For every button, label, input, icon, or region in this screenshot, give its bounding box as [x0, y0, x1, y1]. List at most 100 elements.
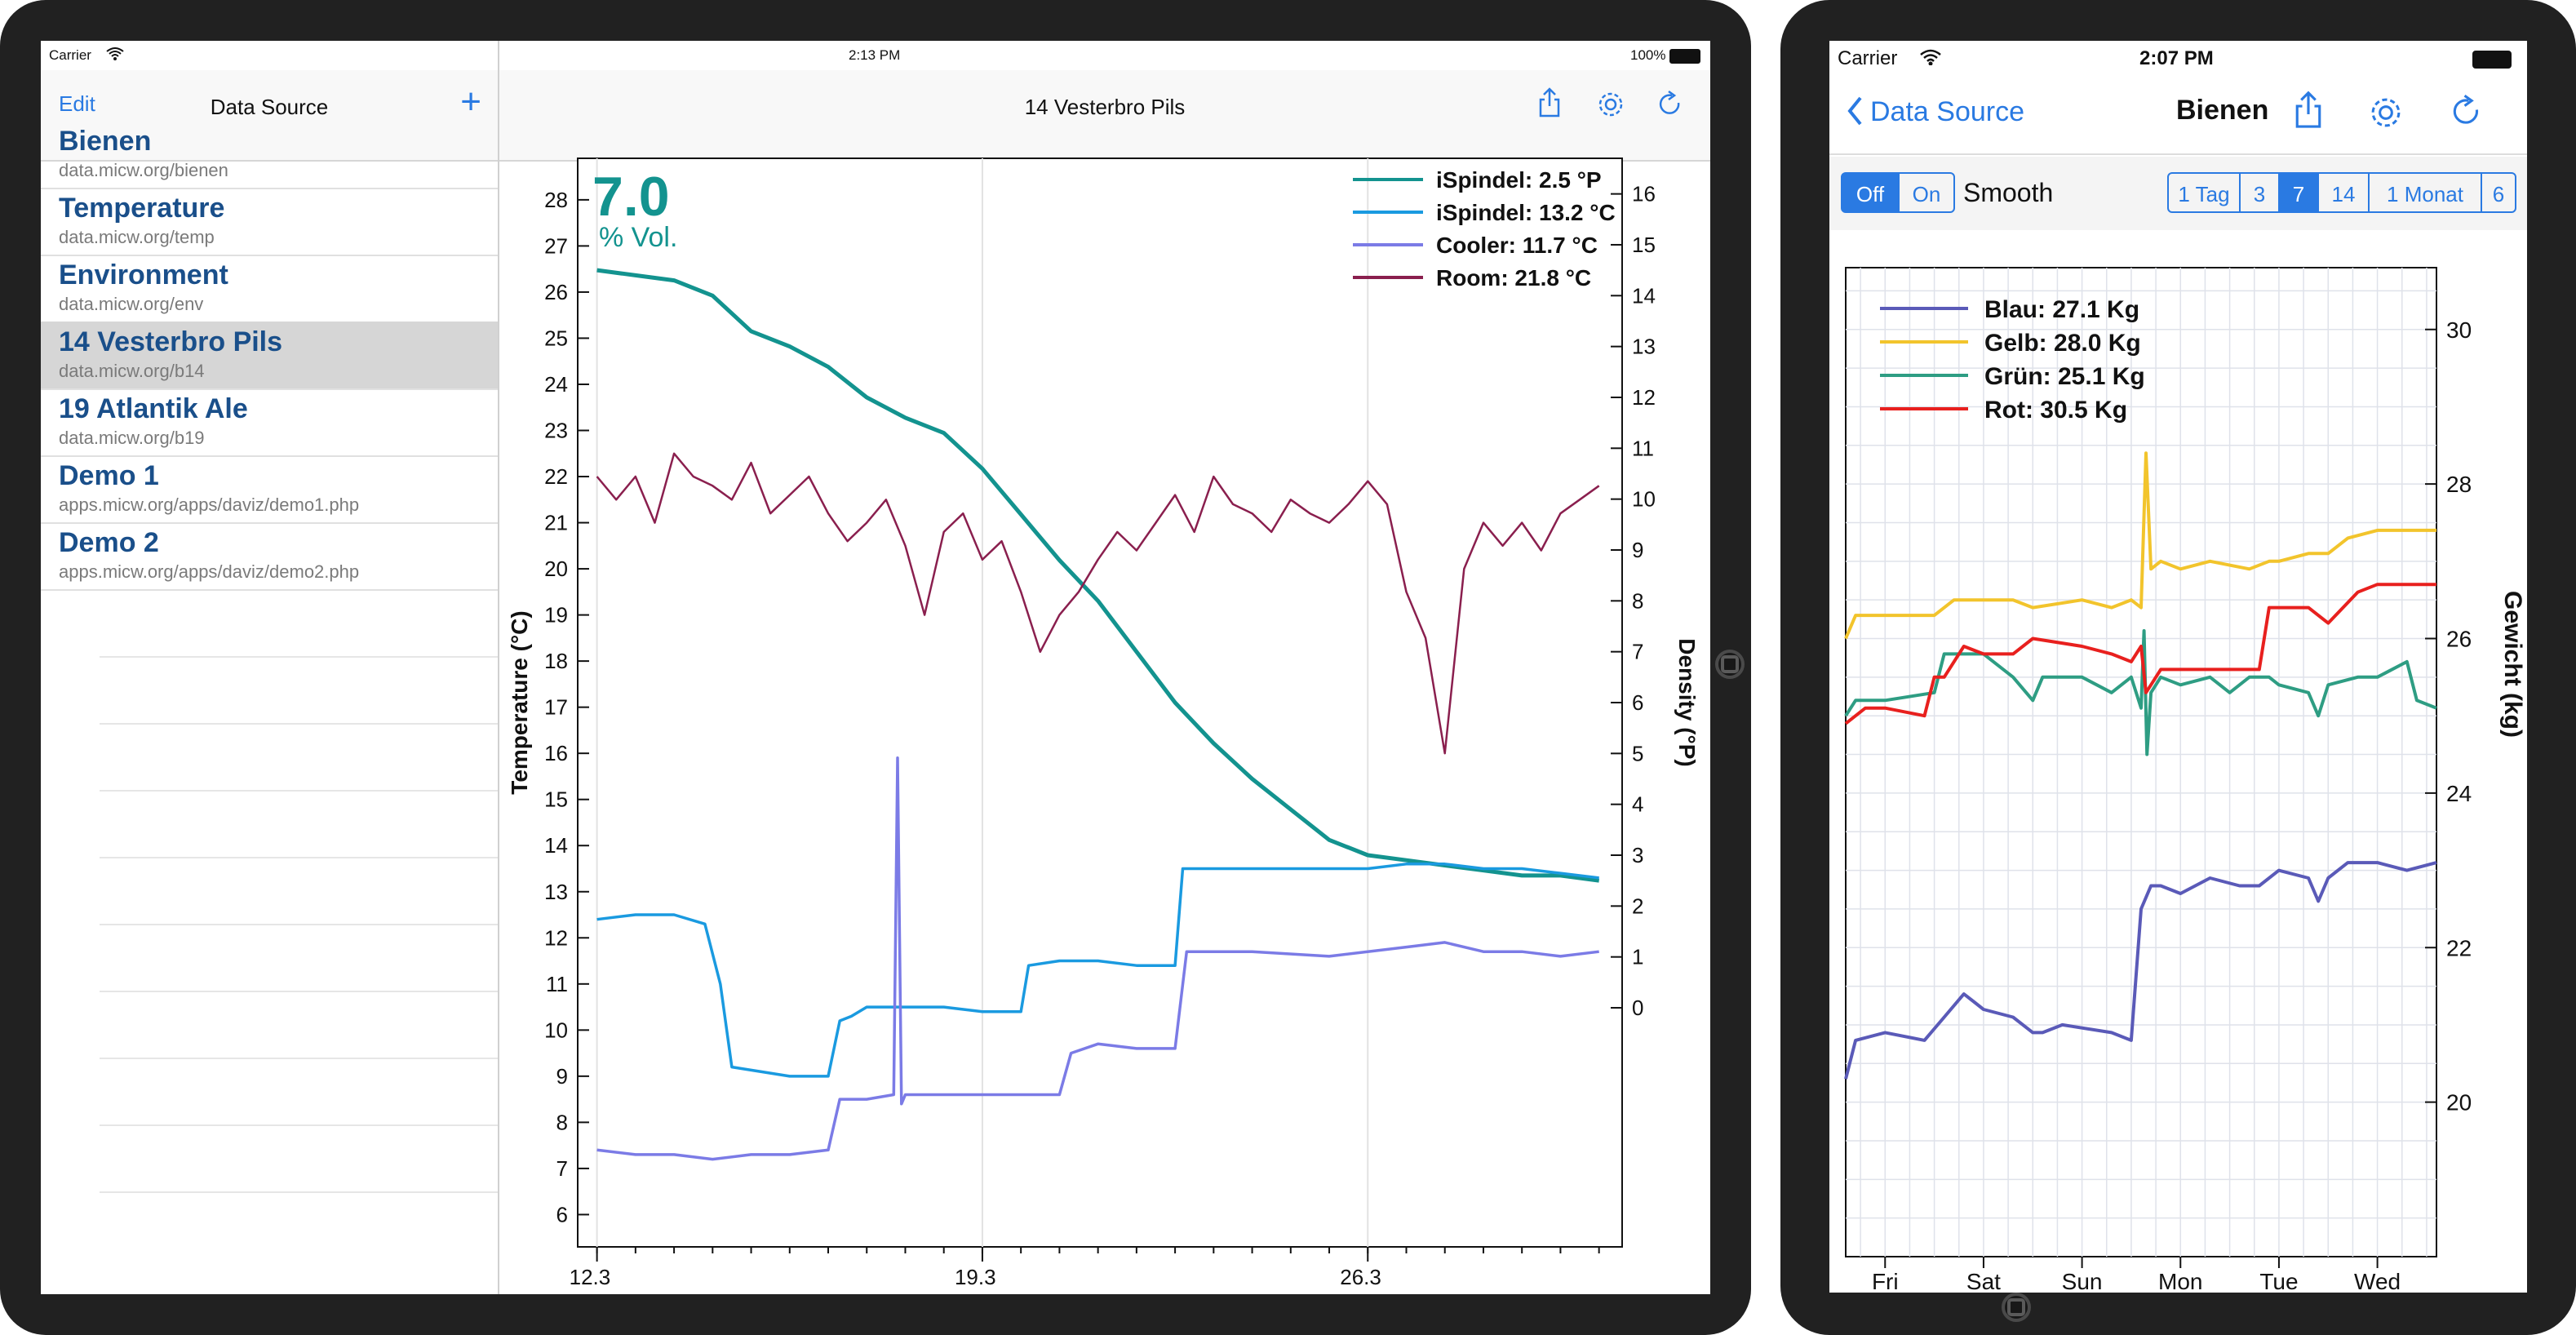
y-left-tick-label: 9	[556, 1064, 568, 1089]
list-item[interactable]: Environment data.micw.org/env	[41, 255, 498, 323]
edit-button[interactable]: Edit	[59, 91, 95, 116]
y-left-tick-label: 12	[544, 925, 568, 950]
detail-title: 14 Vesterbro Pils	[1024, 95, 1186, 119]
y-left-tick-label: 17	[544, 695, 568, 720]
share-icon[interactable]	[1537, 86, 1562, 119]
y-right-tick-label: 8	[1632, 588, 1643, 613]
smooth-on-button[interactable]: On	[1898, 172, 1955, 213]
y-right-tick-label: 3	[1632, 843, 1643, 867]
iphone-screen: Carrier 2:07 PM Data Source Bienen Off O…	[1829, 41, 2527, 1293]
battery-icon	[2472, 51, 2512, 69]
range-1-monat[interactable]: 1 Monat	[2368, 172, 2482, 213]
iphone-device: Carrier 2:07 PM Data Source Bienen Off O…	[1780, 0, 2576, 1335]
iphone-home-button[interactable]	[2002, 1293, 2031, 1322]
x-tick-label: Sat	[1966, 1269, 2001, 1293]
list-item-subtitle: data.micw.org/temp	[59, 227, 215, 247]
y-tick-label: 24	[2446, 781, 2472, 806]
ipad-home-button[interactable]	[1715, 650, 1745, 679]
list-separator	[100, 1191, 498, 1193]
legend-label: iSpindel: 2.5 °P	[1436, 167, 1602, 193]
list-item[interactable]: 19 Atlantik Ale data.micw.org/b19	[41, 388, 498, 457]
y-axis-label: Gewicht (kg)	[2499, 591, 2526, 738]
list-item-selected[interactable]: 14 Vesterbro Pils data.micw.org/b14	[41, 322, 498, 390]
list-item[interactable]: Demo 2 apps.micw.org/apps/daviz/demo2.ph…	[41, 522, 498, 591]
y-left-tick-label: 22	[544, 464, 568, 489]
y-tick-label: 30	[2446, 317, 2472, 343]
y-right-tick-label: 16	[1632, 182, 1656, 206]
y-right-tick-label: 12	[1632, 385, 1656, 410]
y-right-tick-label: 10	[1632, 487, 1656, 512]
plot-frame	[1845, 267, 2437, 1257]
y-left-tick-label: 20	[544, 557, 568, 581]
smooth-off-button[interactable]: Off	[1841, 172, 1900, 213]
y-left-tick-label: 7	[556, 1156, 568, 1181]
ipad-device: Carrier 2:13 PM 100% Edit Data Source + …	[0, 0, 1751, 1335]
controls-bar: Off On Smooth 1 Tag 3 7 14 1 Monat 6	[1829, 157, 2527, 230]
data-source-list: Bienen data.micw.org/bienen Temperature …	[41, 121, 498, 1294]
series-line-3	[596, 756, 1599, 1161]
list-item-title: 14 Vesterbro Pils	[59, 326, 283, 357]
y-right-tick-label: 2	[1632, 894, 1643, 918]
range-14[interactable]: 14	[2317, 172, 2370, 213]
y-left-tick-label: 10	[544, 1018, 568, 1042]
legend-label: Cooler: 11.7 °C	[1436, 233, 1598, 258]
share-icon[interactable]	[2293, 90, 2324, 131]
y-right-tick-label: 7	[1632, 640, 1643, 664]
legend-label: Rot: 30.5 Kg	[1984, 397, 2127, 424]
back-button[interactable]: Data Source	[1870, 96, 2024, 127]
y-tick-label: 26	[2446, 627, 2472, 652]
carrier-label: Carrier	[1838, 47, 1898, 69]
master-navbar: Edit Data Source +	[41, 70, 498, 162]
iphone-navbar: Data Source Bienen	[1829, 75, 2527, 155]
y-left-tick-label: 19	[544, 603, 568, 628]
x-tick-label: 00:00	[565, 1293, 618, 1294]
y-right-tick-label: 5	[1632, 741, 1643, 765]
x-tick-label: 19.3	[955, 1265, 996, 1289]
gear-icon[interactable]	[1596, 90, 1625, 119]
y-tick-label: 28	[2446, 472, 2472, 497]
series-line-4	[1844, 583, 2436, 725]
y-left-tick-label: 25	[544, 326, 568, 350]
range-1-tag[interactable]: 1 Tag	[2167, 172, 2241, 213]
gear-icon[interactable]	[2368, 95, 2404, 131]
range-6[interactable]: 6	[2481, 172, 2516, 213]
range-3[interactable]: 3	[2239, 172, 2280, 213]
abv-value: 7.0	[592, 166, 670, 228]
y-left-axis-label: Temperature (°C)	[507, 610, 532, 794]
wifi-icon	[1920, 49, 1941, 65]
y-right-tick-label: 11	[1632, 436, 1654, 460]
clock-label: 2:13 PM	[849, 47, 901, 63]
weight-chart: 202224262830Fri13.4Sat14.4Sun15.4Mon16.4…	[1844, 267, 2526, 1293]
list-item-subtitle: apps.micw.org/apps/daviz/demo2.php	[59, 561, 360, 582]
detail-navbar: 14 Vesterbro Pils	[499, 70, 1710, 162]
list-separator	[100, 991, 498, 992]
y-right-tick-label: 0	[1632, 996, 1643, 1020]
series-line-3	[1844, 629, 2437, 756]
series-line-4	[596, 452, 1600, 755]
y-right-tick-label: 15	[1632, 233, 1656, 257]
battery-icon	[1669, 49, 1700, 64]
list-separator	[100, 1058, 498, 1059]
list-item[interactable]: Demo 1 apps.micw.org/apps/daviz/demo1.ph…	[41, 455, 498, 524]
y-left-tick-label: 13	[544, 880, 568, 904]
list-item[interactable]: Temperature data.micw.org/temp	[41, 188, 498, 256]
master-pane: Edit Data Source + Bienen data.micw.org/…	[41, 41, 499, 1294]
refresh-icon[interactable]	[1656, 90, 1684, 119]
list-item-subtitle: data.micw.org/b14	[59, 361, 205, 381]
x-tick-label: Tue	[2259, 1269, 2298, 1293]
legend-label: Grün: 25.1 Kg	[1984, 363, 2145, 390]
list-item[interactable]: Bienen data.micw.org/bienen	[41, 121, 498, 189]
x-tick-label: 00:00	[1335, 1293, 1388, 1294]
range-selector: 1 Tag 3 7 14 1 Monat 6	[2167, 172, 2516, 213]
list-item-subtitle: data.micw.org/b19	[59, 428, 205, 448]
detail-pane: 14 Vesterbro Pils 12.3 00:00 19.3 00:00 26.3…	[499, 41, 1710, 1294]
list-item-title: Environment	[59, 259, 228, 291]
add-button[interactable]: +	[460, 82, 481, 122]
chevron-left-icon[interactable]	[1846, 95, 1864, 127]
range-7[interactable]: 7	[2278, 172, 2319, 213]
list-separator	[100, 790, 498, 792]
refresh-icon[interactable]	[2450, 93, 2484, 131]
ipad-screen: Carrier 2:13 PM 100% Edit Data Source + …	[41, 41, 1710, 1294]
y-right-tick-label: 4	[1632, 792, 1643, 817]
y-right-axis-label: Density (°P)	[1674, 638, 1700, 766]
